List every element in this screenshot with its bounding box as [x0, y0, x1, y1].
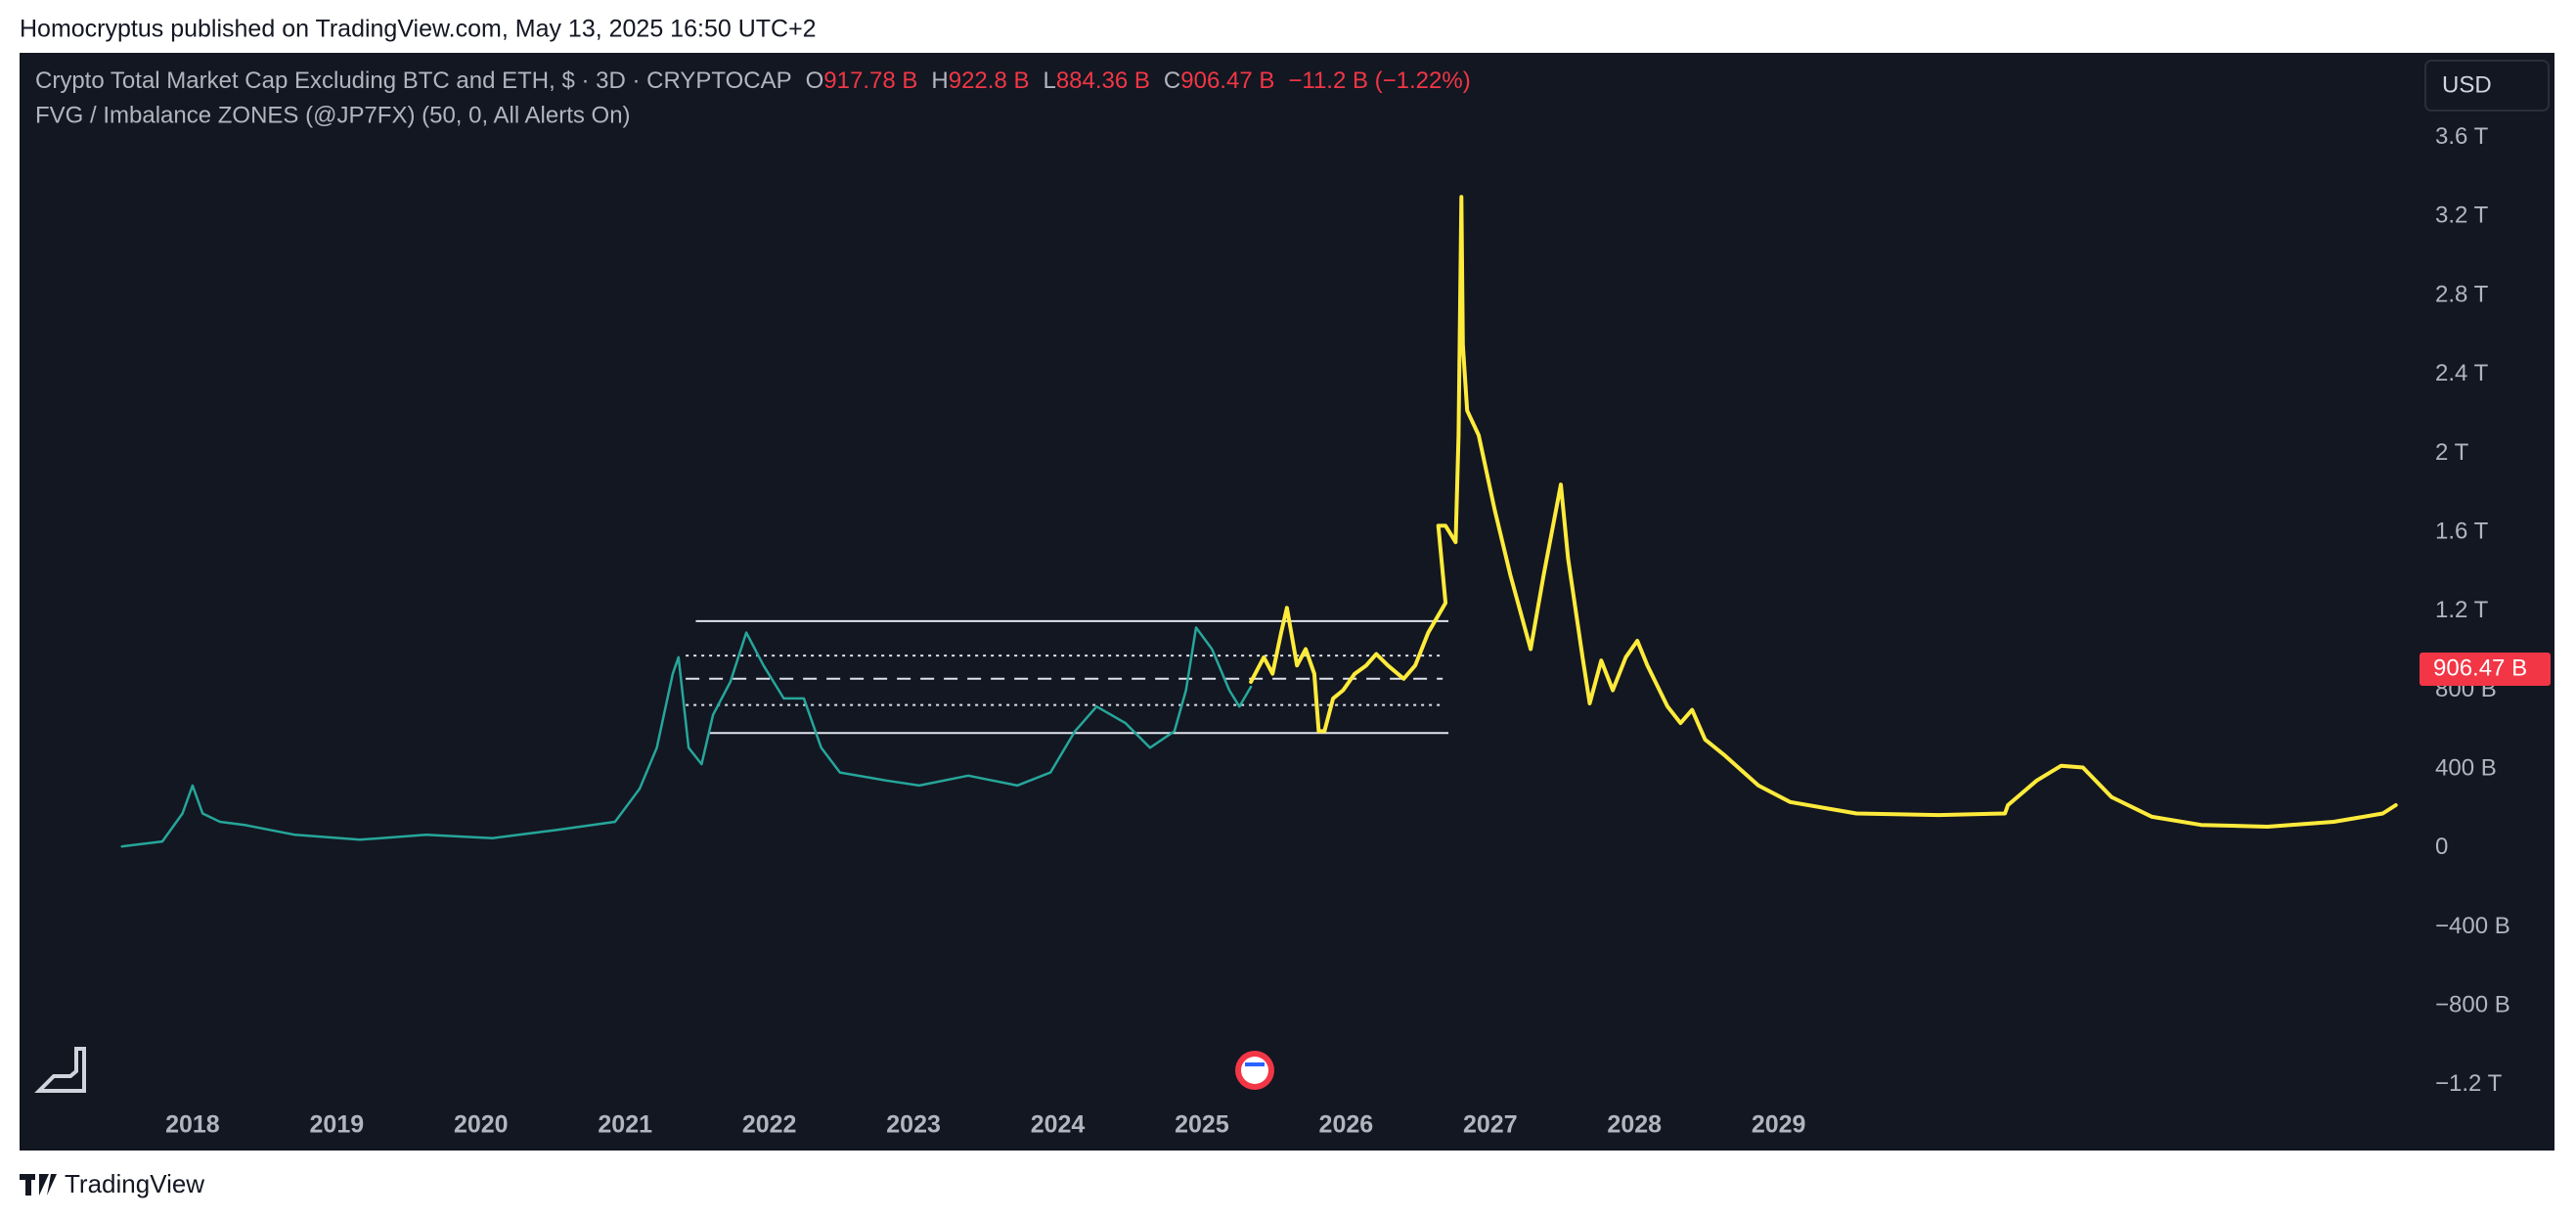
footer-logo: [20, 1174, 57, 1196]
y-tick-label: −800 B: [2435, 991, 2510, 1017]
series-line: [1249, 195, 2398, 829]
symbol-title: Crypto Total Market Cap Excluding BTC an…: [35, 68, 792, 94]
ohlc-key: L: [1043, 68, 1055, 94]
change: −11.2 B (−1.22%): [1288, 68, 1470, 94]
x-tick-label: 2028: [1607, 1111, 1662, 1139]
ohlc-key: H: [931, 68, 948, 94]
x-tick-label: 2020: [454, 1111, 509, 1139]
y-tick-label: 3.2 T: [2435, 203, 2489, 229]
x-tick-label: 2027: [1463, 1111, 1518, 1139]
y-tick-label: 1.6 T: [2435, 518, 2489, 544]
x-tick-label: 2024: [1031, 1111, 1086, 1139]
ohlc-value: 906.47 B: [1180, 68, 1274, 94]
y-tick-label: 400 B: [2435, 754, 2497, 781]
currency-button[interactable]: [2424, 60, 2550, 112]
y-tick-label: 2.4 T: [2435, 360, 2489, 386]
published-note: Homocryptus published on TradingView.com…: [20, 16, 817, 43]
ohlc-value: 917.78 B: [823, 68, 917, 94]
series-line: [120, 626, 1253, 848]
footer-brand: TradingView: [65, 1169, 204, 1198]
last-price-tag: [2420, 652, 2551, 686]
ohlc-value: 922.8 B: [949, 68, 1030, 94]
ohlc-key: C: [1164, 68, 1180, 94]
x-tick-label: 2029: [1752, 1111, 1806, 1139]
x-tick-label: 2026: [1319, 1111, 1374, 1139]
logo-icon: [34, 1047, 86, 1093]
pane: [20, 53, 2554, 1151]
ohlc-value: 884.36 B: [1056, 68, 1150, 94]
y-tick-label: −1.2 T: [2435, 1070, 2503, 1097]
y-tick-label: −400 B: [2435, 913, 2510, 939]
y-tick-label: 2 T: [2435, 439, 2469, 466]
y-tick-label: 0: [2435, 834, 2448, 860]
x-tick-label: 2019: [310, 1111, 365, 1139]
x-tick-label: 2021: [598, 1111, 652, 1139]
y-tick-label: 1.2 T: [2435, 597, 2489, 623]
ohlc-key: O: [806, 68, 824, 94]
x-tick-label: 2023: [886, 1111, 941, 1139]
event-flag[interactable]: [1235, 1051, 1274, 1090]
y-tick-label: 2.8 T: [2435, 281, 2489, 307]
x-tick-label: 2022: [742, 1111, 797, 1139]
currency[interactable]: USD: [2442, 71, 2492, 98]
x-tick-label: 2025: [1175, 1111, 1229, 1139]
last-price-label: 906.47 B: [2433, 655, 2527, 681]
x-tick-label: 2018: [165, 1111, 220, 1139]
y-tick-label: 3.6 T: [2435, 123, 2489, 150]
indicator-label: FVG / Imbalance ZONES (@JP7FX) (50, 0, A…: [35, 102, 631, 128]
legend: Crypto Total Market Cap Excluding BTC an…: [35, 68, 1471, 94]
